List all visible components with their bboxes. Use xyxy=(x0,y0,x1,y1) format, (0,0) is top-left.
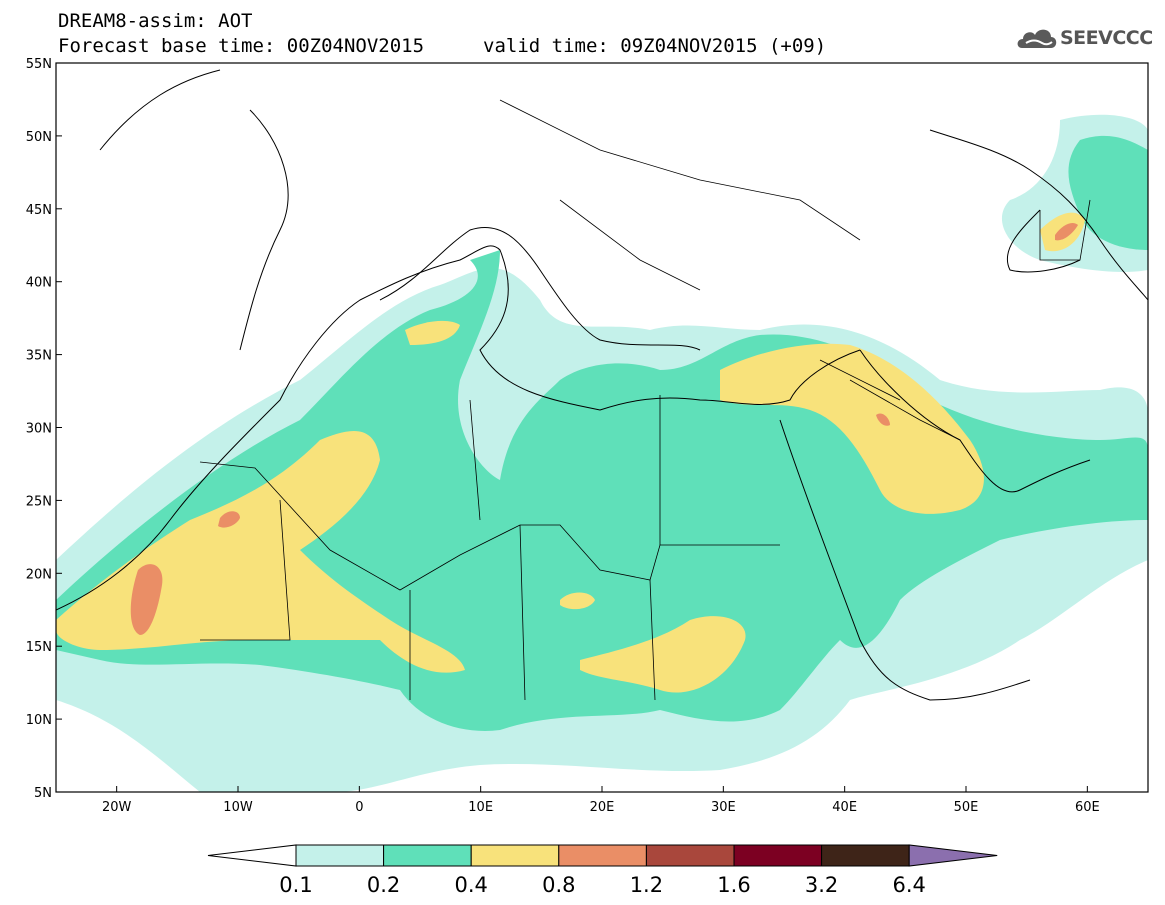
lon-tick-label: 10E xyxy=(468,800,493,815)
cloud-icon xyxy=(1017,29,1057,48)
colorbar-label: 3.2 xyxy=(805,873,838,897)
contour-0.4-0.8 xyxy=(56,212,1085,693)
lon-tick-label: 60E xyxy=(1075,800,1100,815)
colorbar-segment xyxy=(558,844,647,867)
lat-tick-label: 25N xyxy=(26,494,52,509)
colorbar-label: 0.4 xyxy=(454,873,487,897)
longitude-ticks: 20W 10W 0 10E 20E 30E 40E 50E 60E xyxy=(102,786,1100,815)
colorbar-segment xyxy=(295,844,385,867)
colorbar-label: 0.8 xyxy=(542,873,575,897)
lat-tick-label: 15N xyxy=(26,640,52,655)
colorbar-segment xyxy=(733,844,823,867)
lon-tick-label: 40E xyxy=(832,800,857,815)
lon-tick-label: 50E xyxy=(954,800,979,815)
lat-tick-label: 40N xyxy=(26,276,52,291)
colorbar-label: 0.1 xyxy=(279,873,312,897)
lat-tick-label: 5N xyxy=(34,786,52,801)
lat-tick-label: 45N xyxy=(26,203,52,218)
latitude-ticks: 5N 10N 15N 20N 25N 30N 35N 40N 45N 50N 55N xyxy=(26,57,62,801)
lon-tick-label: 10W xyxy=(223,800,253,815)
logo-text: SEEVCCC xyxy=(1060,27,1153,49)
colorbar-label: 0.2 xyxy=(367,873,400,897)
lat-tick-label: 10N xyxy=(26,713,52,728)
coastlines xyxy=(56,69,1148,701)
colorbar-segment xyxy=(470,844,560,867)
colorbar-low-arrow xyxy=(207,844,297,867)
lat-tick-label: 30N xyxy=(26,422,52,437)
lat-tick-label: 20N xyxy=(26,567,52,582)
lat-tick-label: 35N xyxy=(26,349,52,364)
aot-contours xyxy=(56,114,1148,792)
contour-0.8-1.2 xyxy=(130,223,1078,635)
forecast-base-time: Forecast base time: 00Z04NOV2015 xyxy=(58,35,425,57)
lat-tick-label: 50N xyxy=(26,130,52,145)
valid-time: valid time: 09Z04NOV2015 (+09) xyxy=(483,35,827,57)
lon-tick-label: 30E xyxy=(711,800,736,815)
lon-tick-label: 0 xyxy=(355,800,363,815)
colorbar-segment xyxy=(645,844,735,867)
colorbar-segment xyxy=(383,844,472,867)
colorbar-label: 1.6 xyxy=(717,873,750,897)
colorbar-label: 6.4 xyxy=(892,873,925,897)
seevccc-logo: SEEVCCC xyxy=(1016,24,1153,52)
colorbar: 0.1 0.2 0.4 0.8 1.2 1.6 3.2 6.4 xyxy=(207,844,998,897)
lon-tick-label: 20W xyxy=(102,800,132,815)
colorbar-segment xyxy=(821,844,910,867)
colorbar-label: 1.2 xyxy=(630,873,663,897)
country-borders xyxy=(199,99,1091,701)
lon-tick-label: 20E xyxy=(590,800,615,815)
lat-tick-label: 55N xyxy=(26,57,52,72)
colorbar-high-arrow xyxy=(908,844,998,867)
map-title: DREAM8-assim: AOT xyxy=(58,10,253,32)
